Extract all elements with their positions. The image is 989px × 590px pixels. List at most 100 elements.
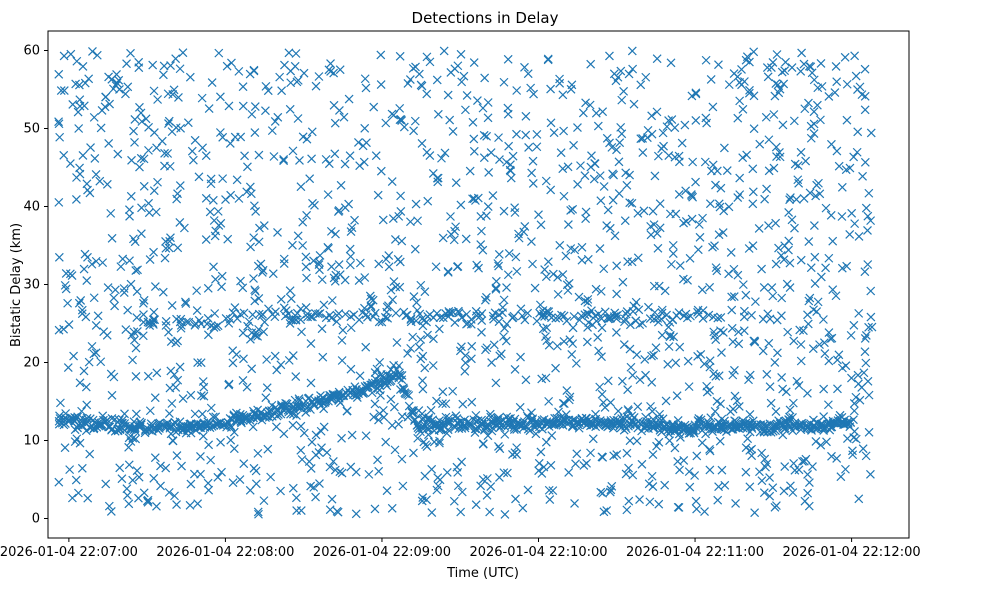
scatter-point — [171, 54, 181, 64]
scatter-point — [633, 208, 643, 218]
scatter-point — [796, 255, 806, 265]
scatter-point — [446, 308, 456, 318]
scatter-point — [627, 46, 637, 56]
scatter-point — [74, 298, 84, 308]
scatter-point — [307, 127, 317, 137]
scatter-point — [496, 421, 506, 431]
scatter-point — [361, 342, 371, 352]
scatter-point — [834, 161, 844, 171]
scatter-point — [375, 357, 385, 367]
scatter-point — [425, 57, 435, 67]
scatter-point — [272, 365, 282, 375]
scatter-point — [106, 369, 116, 379]
scatter-point — [588, 434, 598, 444]
scatter-point — [403, 349, 413, 358]
scatter-point — [317, 275, 327, 285]
scatter-point — [861, 203, 871, 213]
scatter-point — [511, 494, 520, 504]
scatter-point — [595, 171, 605, 181]
scatter-point — [183, 118, 193, 128]
scatter-point — [784, 208, 794, 217]
scatter-point — [248, 422, 258, 432]
scatter-point — [456, 49, 466, 59]
scatter-point — [772, 315, 782, 325]
scatter-point — [494, 261, 503, 271]
scatter-point — [510, 365, 520, 374]
scatter-point — [663, 359, 673, 369]
scatter-point — [617, 376, 627, 386]
scatter-point — [837, 363, 847, 373]
scatter-point — [413, 216, 423, 226]
scatter-point — [314, 72, 324, 81]
scatter-point — [262, 383, 272, 393]
scatter-point — [169, 85, 179, 95]
scatter-point — [748, 187, 758, 197]
scatter-point — [598, 398, 608, 407]
scatter-point — [650, 307, 660, 317]
scatter-point — [99, 327, 109, 337]
scatter-point — [765, 473, 775, 482]
scatter-point — [323, 190, 333, 200]
scatter-point — [196, 391, 206, 400]
scatter-point — [374, 415, 383, 425]
scatter-point — [603, 205, 613, 215]
scatter-point — [477, 316, 487, 325]
scatter-point — [206, 455, 216, 465]
scatter-point — [118, 254, 128, 264]
scatter-point — [408, 63, 418, 73]
scatter-point — [135, 102, 144, 112]
scatter-point — [741, 55, 751, 65]
scatter-point — [164, 327, 173, 337]
scatter-point — [138, 331, 148, 341]
scatter-point — [521, 130, 531, 140]
scatter-point — [432, 75, 442, 85]
scatter-point — [160, 253, 170, 263]
scatter-point — [610, 231, 620, 241]
scatter-point — [851, 392, 861, 402]
scatter-point — [587, 151, 596, 161]
scatter-point — [443, 90, 453, 100]
scatter-point — [597, 389, 607, 399]
scatter-point — [124, 442, 134, 452]
scatter-point — [832, 355, 842, 365]
scatter-point — [705, 362, 715, 372]
y-axis: 0 10 20 30 40 50 60 — [23, 44, 48, 527]
scatter-point — [528, 179, 538, 188]
scatter-point — [84, 357, 94, 367]
scatter-point — [150, 393, 160, 403]
scatter-point — [852, 147, 862, 157]
scatter-point — [215, 92, 225, 102]
scatter-point — [103, 283, 113, 292]
scatter-point — [514, 229, 523, 239]
scatter-point — [301, 252, 311, 262]
scatter-point — [809, 221, 819, 230]
scatter-point — [580, 296, 590, 306]
scatter-point — [409, 292, 419, 301]
scatter-point — [842, 115, 852, 125]
scatter-point — [478, 103, 488, 113]
scatter-point — [729, 292, 739, 301]
scatter-point — [698, 306, 708, 315]
scatter-point — [840, 52, 850, 62]
scatter-point — [744, 244, 754, 253]
scatter-point — [145, 255, 155, 265]
scatter-point — [412, 298, 421, 307]
scatter-point — [271, 422, 281, 432]
scatter-point — [229, 444, 239, 454]
scatter-point — [675, 342, 685, 352]
scatter-point — [105, 99, 115, 109]
scatter-point — [259, 327, 269, 337]
scatter-point — [679, 456, 689, 465]
scatter-point — [851, 434, 861, 444]
scatter-point — [748, 164, 758, 174]
scatter-point — [152, 368, 162, 378]
scatter-point — [468, 194, 477, 204]
scatter-point — [620, 317, 629, 327]
scatter-point — [150, 453, 160, 463]
scatter-point — [735, 173, 745, 183]
scatter-point — [457, 77, 467, 87]
scatter-point — [796, 356, 806, 366]
scatter-point — [508, 450, 517, 459]
scatter-point — [685, 482, 695, 492]
scatter-point — [561, 410, 571, 420]
